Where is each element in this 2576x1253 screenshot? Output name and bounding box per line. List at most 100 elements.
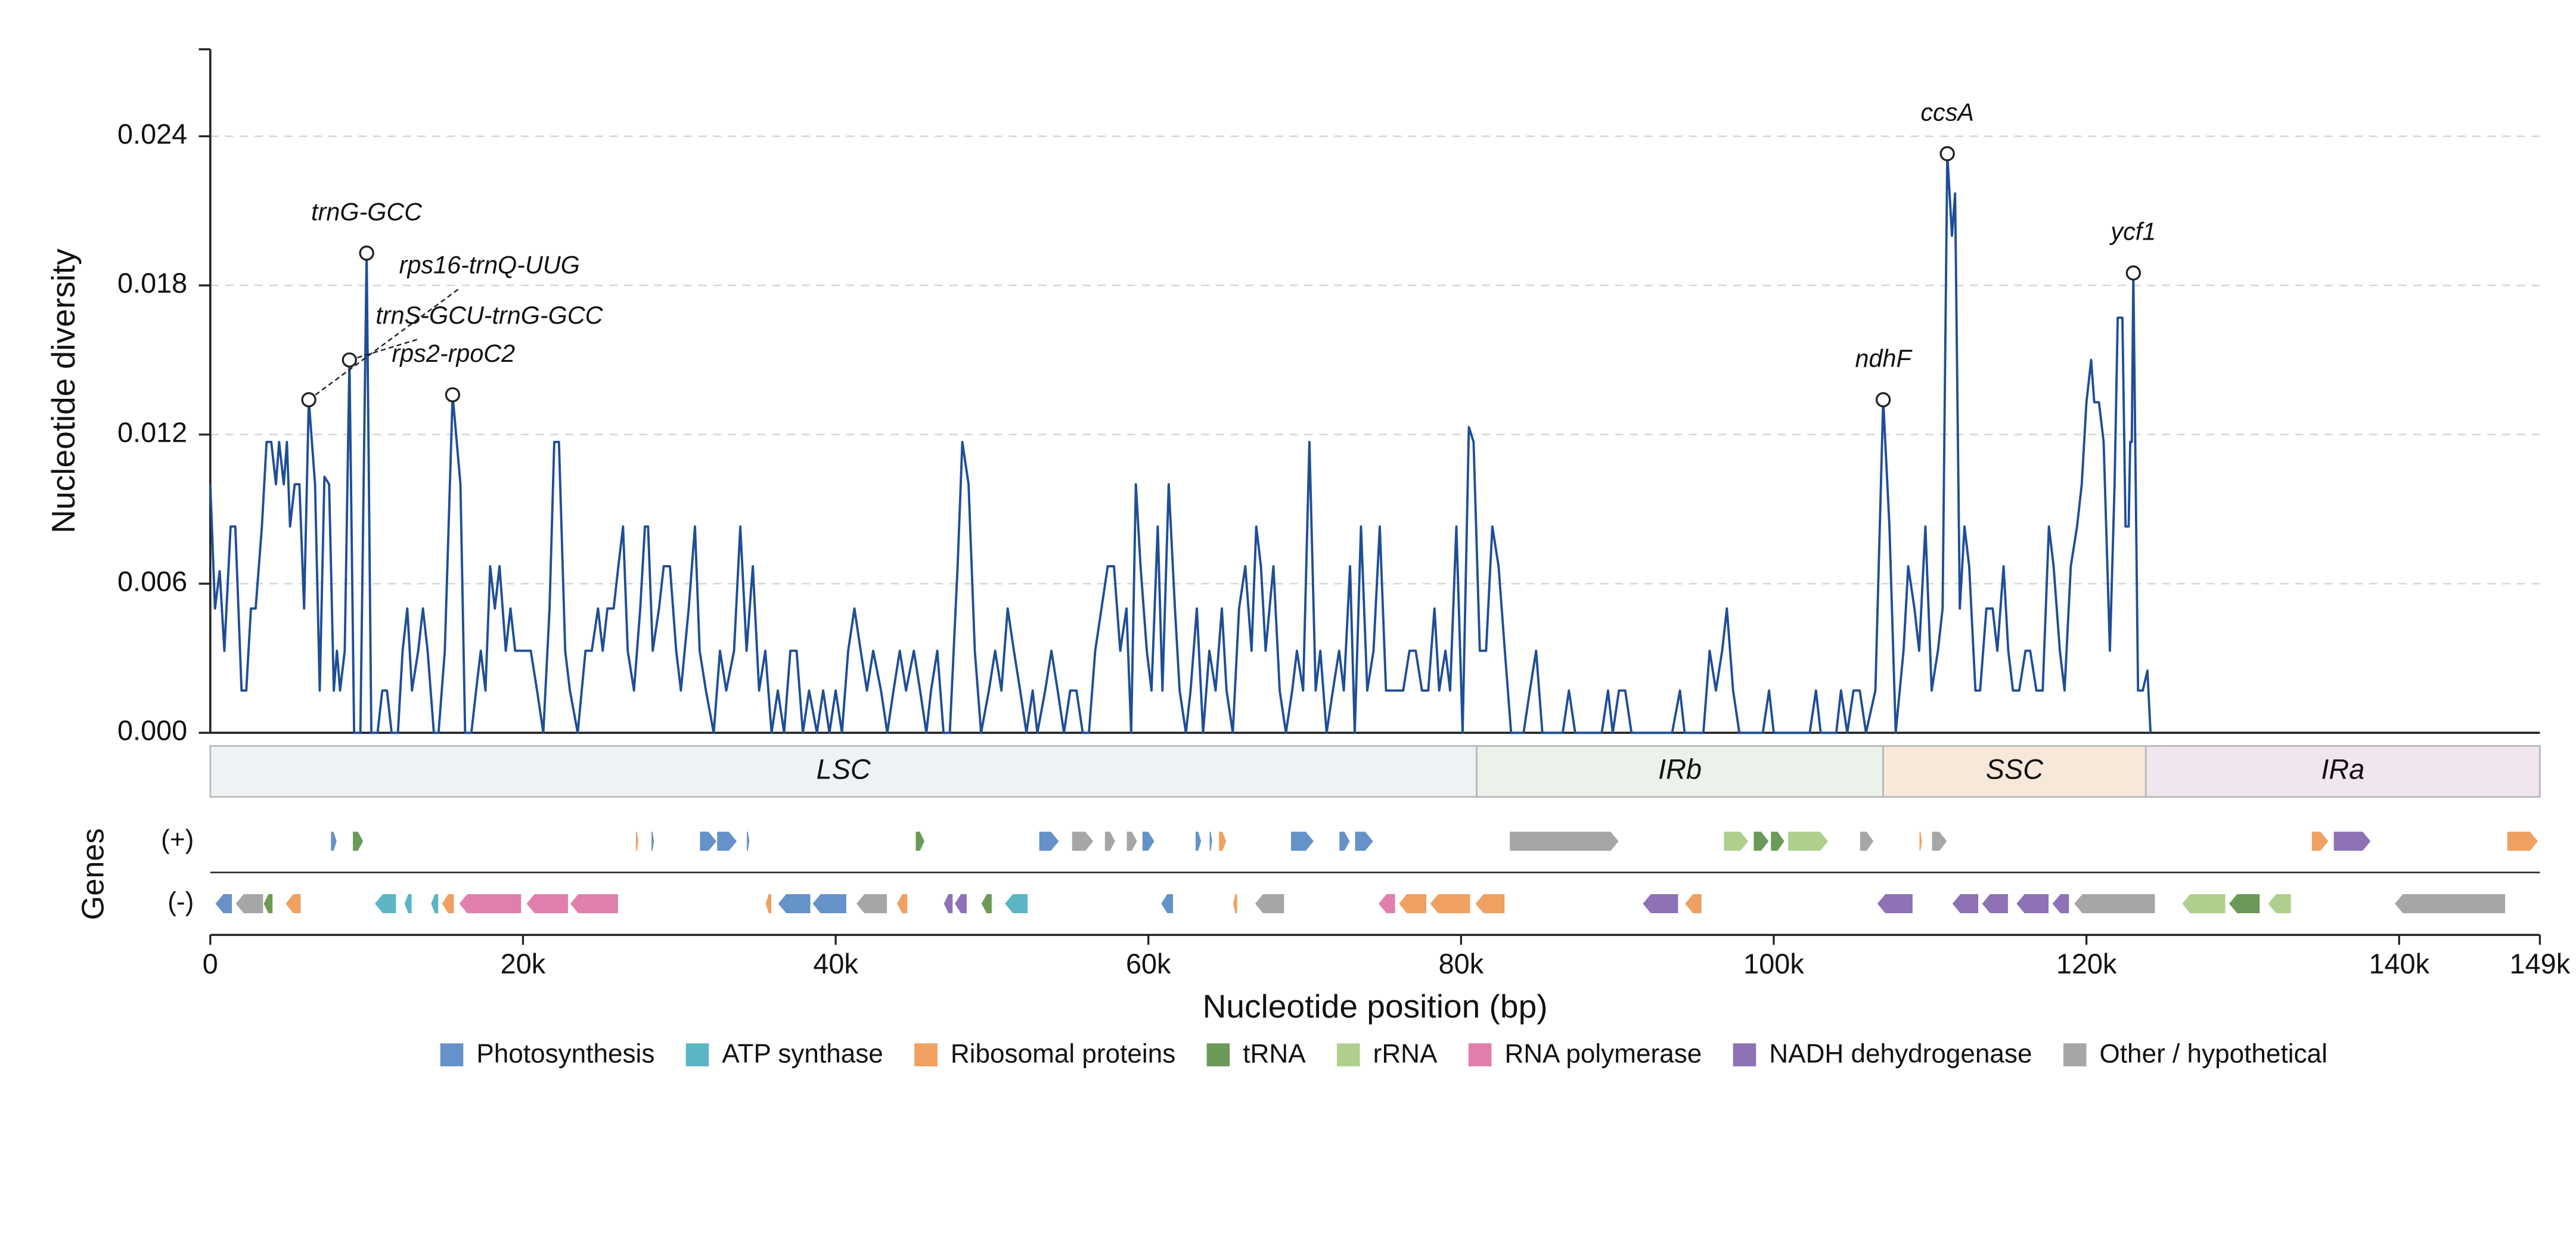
diversity-line bbox=[209, 152, 2152, 734]
gene bbox=[915, 831, 926, 852]
x-tick-label: 60k bbox=[1126, 948, 1171, 979]
gene bbox=[525, 893, 569, 914]
gene bbox=[1194, 831, 1202, 852]
gene bbox=[1209, 831, 1213, 852]
gene bbox=[458, 893, 522, 914]
gene bbox=[1160, 893, 1174, 914]
y-tick-label: 0.018 bbox=[117, 268, 187, 299]
gene bbox=[954, 893, 967, 914]
gene bbox=[1038, 831, 1060, 852]
gene bbox=[1377, 893, 1396, 914]
gene bbox=[441, 893, 455, 914]
gene bbox=[404, 893, 412, 914]
gene bbox=[716, 831, 738, 852]
legend-swatch bbox=[2063, 1043, 2087, 1066]
annotation-point bbox=[1939, 146, 1955, 162]
annotation-point bbox=[1875, 392, 1891, 408]
gene bbox=[2015, 893, 2050, 914]
legend-label: tRNA bbox=[1243, 1040, 1306, 1069]
region bbox=[1476, 745, 1884, 798]
annotation-point bbox=[301, 392, 316, 408]
gene bbox=[374, 893, 397, 914]
legend-swatch bbox=[440, 1043, 464, 1066]
gene bbox=[430, 893, 439, 914]
legend-label: NADH dehydrogenase bbox=[1769, 1040, 2032, 1069]
gene bbox=[2073, 893, 2156, 914]
gene bbox=[1931, 831, 1948, 852]
gene bbox=[1429, 893, 1471, 914]
gene bbox=[330, 831, 337, 852]
annotation-point bbox=[342, 352, 357, 368]
annotation-label: rps2-rpoC2 bbox=[392, 340, 515, 367]
annotation-point bbox=[445, 387, 461, 402]
gene bbox=[352, 831, 364, 852]
gene bbox=[1104, 831, 1116, 852]
gene bbox=[2181, 893, 2226, 914]
gene bbox=[263, 893, 274, 914]
gene bbox=[746, 831, 750, 852]
gene bbox=[1232, 893, 1238, 914]
track-label: (+) bbox=[161, 825, 194, 854]
track-label: (-) bbox=[167, 888, 194, 917]
region-label: SSC bbox=[1986, 753, 2044, 784]
gene bbox=[1071, 831, 1094, 852]
legend-label: rRNA bbox=[1373, 1040, 1438, 1069]
legend-label: ATP synthase bbox=[722, 1040, 883, 1069]
legend-swatch bbox=[1468, 1043, 1492, 1066]
x-axis-label: Nucleotide position (bp) bbox=[1203, 988, 1548, 1025]
gene bbox=[1684, 893, 1702, 914]
gene bbox=[2267, 893, 2292, 914]
x-tick-label: 100k bbox=[1743, 948, 1804, 979]
legend-label: Photosynthesis bbox=[476, 1040, 654, 1069]
gene bbox=[896, 893, 908, 914]
annotation-label: ndhF bbox=[1855, 345, 1913, 372]
gene bbox=[1723, 831, 1749, 852]
gene bbox=[569, 893, 619, 914]
gene bbox=[214, 893, 233, 914]
gene bbox=[635, 831, 640, 852]
annotation-label: ycf1 bbox=[2109, 218, 2156, 246]
annotation-label: trnG-GCC bbox=[311, 198, 423, 225]
gene bbox=[1290, 831, 1315, 852]
gene bbox=[2394, 893, 2506, 914]
legend-label: Other / hypothetical bbox=[2100, 1040, 2327, 1069]
gene bbox=[855, 893, 888, 914]
x-tick-label: 0 bbox=[203, 948, 218, 979]
gene bbox=[777, 893, 811, 914]
x-tick-label: 40k bbox=[813, 948, 858, 979]
region bbox=[2144, 745, 2541, 798]
gene bbox=[1981, 893, 2009, 914]
annotation-label: trnS-GCU-trnG-GCC bbox=[375, 302, 603, 329]
gene bbox=[2052, 893, 2070, 914]
gene bbox=[812, 893, 848, 914]
gene bbox=[1398, 893, 1427, 914]
y-tick-label: 0.000 bbox=[117, 715, 187, 746]
annotation-point bbox=[2125, 265, 2142, 281]
gene bbox=[651, 831, 655, 852]
region-label: LSC bbox=[817, 753, 871, 784]
gene bbox=[1787, 831, 1829, 852]
annotation-label: rps16-trnQ-UUG bbox=[399, 251, 580, 278]
gene bbox=[1919, 831, 1923, 852]
legend-swatch bbox=[914, 1043, 938, 1066]
gene bbox=[1770, 831, 1786, 852]
gene bbox=[765, 893, 772, 914]
annotation-point bbox=[359, 245, 374, 261]
region-label: IRa bbox=[2321, 753, 2364, 784]
gene bbox=[1004, 893, 1029, 914]
legend-swatch bbox=[1337, 1043, 1360, 1066]
legend-swatch bbox=[1733, 1043, 1756, 1066]
region-label: IRb bbox=[1658, 753, 1702, 784]
gene bbox=[1876, 893, 1914, 914]
x-tick-label: 20k bbox=[501, 948, 546, 979]
legend-swatch bbox=[685, 1043, 709, 1066]
gene bbox=[2506, 831, 2539, 852]
gene bbox=[1254, 893, 1285, 914]
gene bbox=[1126, 831, 1138, 852]
x-tick-label: 120k bbox=[2056, 948, 2117, 979]
gene bbox=[1951, 893, 1979, 914]
annotation-leader bbox=[308, 287, 461, 401]
